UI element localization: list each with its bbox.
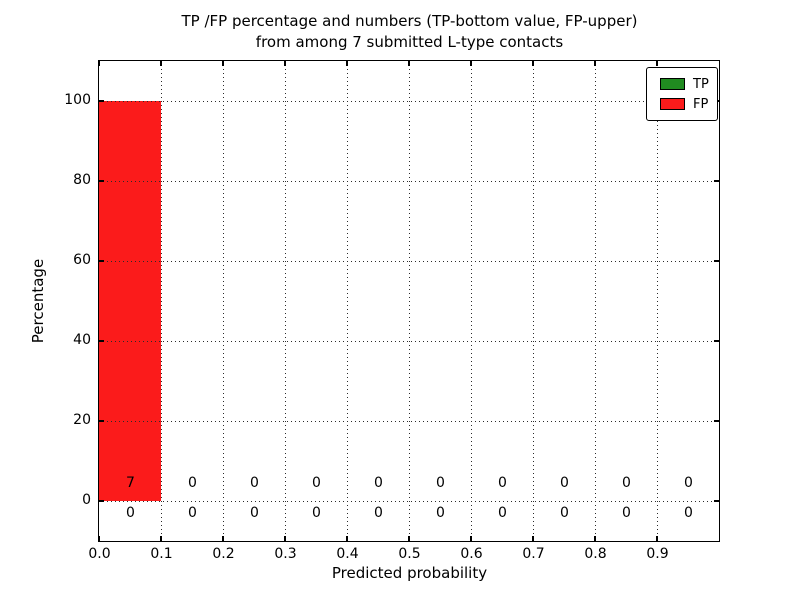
- v-gridline: [532, 61, 534, 541]
- x-tick-mark: [656, 536, 658, 541]
- y-tick-mark: [99, 100, 104, 102]
- tp-count-label: 0: [188, 505, 197, 521]
- y-tick-mark: [714, 500, 719, 502]
- x-tick-mark: [408, 536, 410, 541]
- tp-count-label: 0: [560, 505, 569, 521]
- x-tick-mark: [594, 61, 596, 66]
- y-tick-label: 40: [73, 332, 91, 348]
- x-tick-mark: [284, 61, 286, 66]
- chart-title-line1: TP /FP percentage and numbers (TP-bottom…: [181, 12, 638, 30]
- y-tick-mark: [714, 260, 719, 262]
- legend: TP FP: [646, 67, 718, 121]
- x-tick-mark: [594, 536, 596, 541]
- tp-count-label: 0: [622, 505, 631, 521]
- x-tick-label: 0.7: [522, 546, 545, 562]
- fp-count-label: 0: [684, 475, 693, 491]
- y-tick-label: 0: [82, 492, 91, 508]
- x-tick-mark: [656, 61, 658, 66]
- fp-legend-swatch-icon: [660, 98, 685, 110]
- x-tick-label: 0.9: [646, 546, 669, 562]
- x-tick-mark: [160, 61, 162, 66]
- x-tick-label: 0.8: [584, 546, 607, 562]
- y-tick-label: 20: [73, 412, 91, 428]
- x-tick-mark: [222, 61, 224, 66]
- x-tick-mark: [346, 536, 348, 541]
- y-tick-label: 60: [73, 252, 91, 268]
- tp-count-label: 0: [436, 505, 445, 521]
- v-gridline: [470, 61, 472, 541]
- y-tick-label: 80: [73, 172, 91, 188]
- v-gridline: [408, 61, 410, 541]
- chart-title: TP /FP percentage and numbers (TP-bottom…: [98, 11, 721, 53]
- x-tick-mark: [470, 536, 472, 541]
- fp-count-label: 0: [560, 475, 569, 491]
- x-tick-mark: [408, 61, 410, 66]
- y-tick-mark: [99, 420, 104, 422]
- v-gridline: [346, 61, 348, 541]
- x-tick-label: 0.2: [212, 546, 235, 562]
- y-tick-mark: [99, 340, 104, 342]
- x-tick-label: 0.4: [336, 546, 359, 562]
- x-tick-label: 0.3: [274, 546, 297, 562]
- fp-count-label: 0: [622, 475, 631, 491]
- tp-count-label: 0: [498, 505, 507, 521]
- legend-label-fp: FP: [693, 96, 709, 112]
- legend-item-tp: TP: [660, 74, 709, 94]
- x-tick-mark: [532, 61, 534, 66]
- fp-bar: [99, 101, 161, 501]
- plot-area: [98, 60, 720, 542]
- x-tick-mark: [98, 61, 100, 66]
- x-tick-label: 0.1: [150, 546, 173, 562]
- y-axis-label: Percentage: [29, 258, 47, 344]
- x-tick-mark: [284, 536, 286, 541]
- tp-count-label: 0: [684, 505, 693, 521]
- tp-count-label: 0: [312, 505, 321, 521]
- y-tick-label: 100: [64, 92, 91, 108]
- fp-count-label: 0: [312, 475, 321, 491]
- fp-count-label: 0: [250, 475, 259, 491]
- fp-count-label: 0: [188, 475, 197, 491]
- tp-legend-swatch-icon: [660, 78, 685, 90]
- x-tick-label: 0.5: [398, 546, 421, 562]
- x-tick-mark: [470, 61, 472, 66]
- legend-label-tp: TP: [693, 76, 709, 92]
- fp-count-label: 7: [126, 475, 135, 491]
- y-tick-mark: [714, 420, 719, 422]
- chart-title-line2: from among 7 submitted L-type contacts: [255, 33, 564, 51]
- v-gridline: [160, 61, 162, 541]
- x-tick-mark: [160, 536, 162, 541]
- y-tick-mark: [714, 340, 719, 342]
- y-tick-mark: [99, 260, 104, 262]
- y-tick-mark: [99, 500, 104, 502]
- legend-item-fp: FP: [660, 94, 709, 114]
- x-tick-mark: [98, 536, 100, 541]
- v-gridline: [222, 61, 224, 541]
- x-tick-label: 0.6: [460, 546, 483, 562]
- v-gridline: [284, 61, 286, 541]
- v-gridline: [656, 61, 658, 541]
- v-gridline: [594, 61, 596, 541]
- x-axis-label: Predicted probability: [331, 564, 488, 582]
- x-tick-mark: [346, 61, 348, 66]
- fp-count-label: 0: [498, 475, 507, 491]
- fp-count-label: 0: [436, 475, 445, 491]
- tp-count-label: 0: [126, 505, 135, 521]
- y-tick-mark: [99, 180, 104, 182]
- x-tick-mark: [222, 536, 224, 541]
- tp-count-label: 0: [250, 505, 259, 521]
- x-tick-mark: [532, 536, 534, 541]
- x-tick-label: 0.0: [88, 546, 111, 562]
- y-tick-mark: [714, 180, 719, 182]
- tp-count-label: 0: [374, 505, 383, 521]
- fp-count-label: 0: [374, 475, 383, 491]
